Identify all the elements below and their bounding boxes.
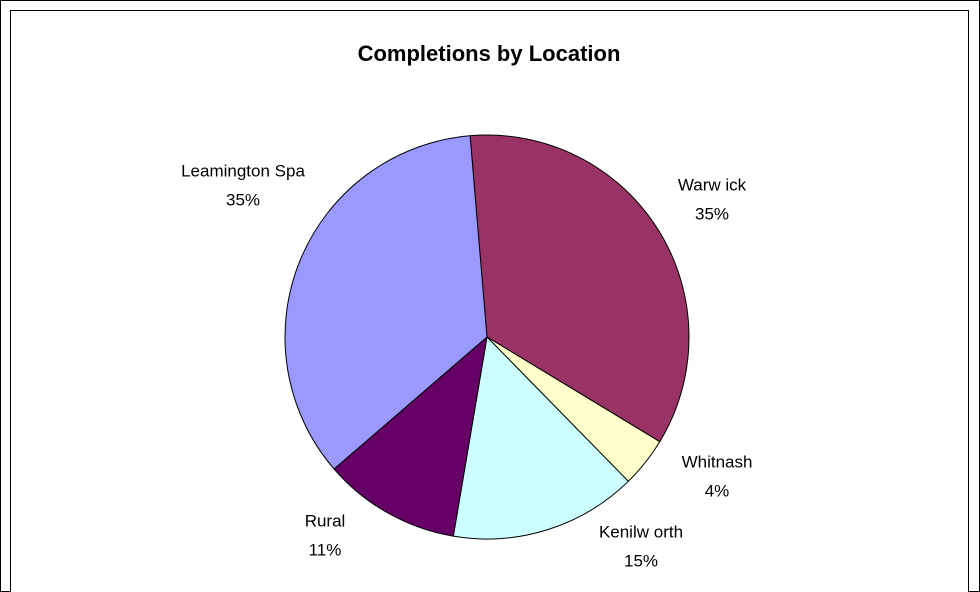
pie-slice (469, 134, 690, 443)
slice-label: Leamington Spa (181, 161, 305, 180)
pie-slice (284, 135, 488, 470)
slice-value-label: 35% (695, 204, 729, 223)
slice-value-label: 35% (226, 190, 260, 209)
chart-title: Completions by Location (358, 41, 621, 66)
slice-label: Whitnash (682, 452, 753, 471)
pie-slice (333, 335, 488, 537)
slice-label: Warw ick (678, 175, 747, 194)
slice-label: Kenilw orth (599, 522, 683, 541)
slice-value-label: 4% (705, 481, 730, 500)
pie-slice (452, 335, 630, 540)
slice-value-label: 15% (624, 551, 658, 570)
slice-label: Rural (305, 511, 346, 530)
slice-value-label: 11% (309, 540, 342, 559)
